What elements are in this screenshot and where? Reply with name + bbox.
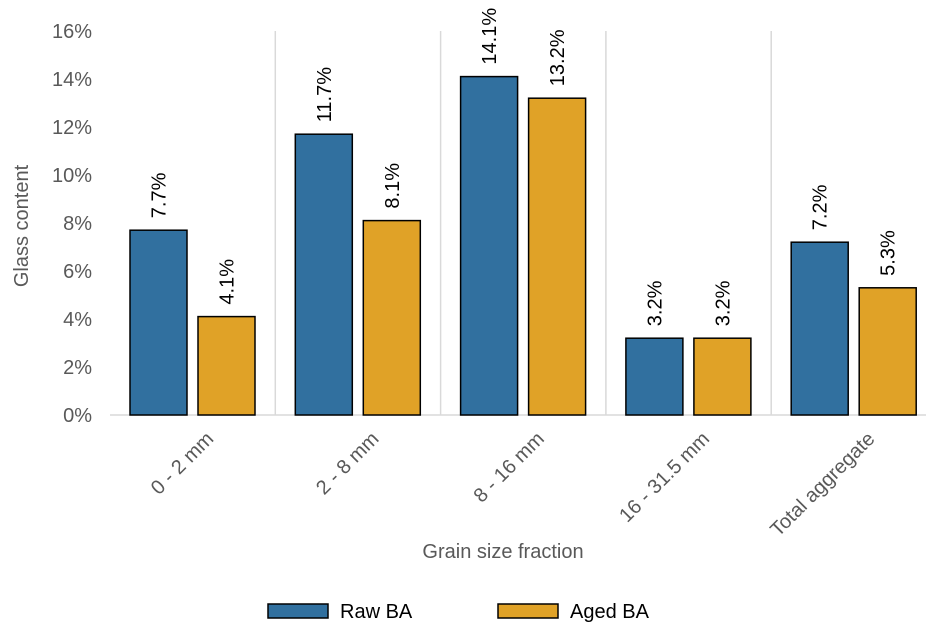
bar (527, 97, 587, 416)
y-tick-label: 12% (52, 117, 92, 139)
data-label: 3.2% (712, 280, 734, 326)
y-axis-ticks: 0% 2% 4% 6% 8% 10% 12% 14% 16% (52, 21, 92, 427)
x-tick-label: Total aggregate (766, 428, 879, 541)
bar (294, 133, 354, 416)
bar (858, 287, 917, 416)
data-label: 14.1% (479, 8, 501, 65)
y-axis-title: Glass content (11, 164, 33, 287)
category-separators (274, 31, 772, 415)
legend-swatch (497, 603, 559, 619)
bar (693, 337, 752, 416)
bar (362, 219, 422, 416)
x-axis-ticks: 0 - 2 mm 2 - 8 mm 8 - 16 mm 16 - 31.5 mm Tot… (147, 428, 880, 541)
bar (790, 241, 849, 416)
data-label: 8.1% (382, 163, 404, 209)
bar (459, 75, 519, 416)
data-labels: 7.7% 11.7% 14.1% 3.2% 7.2% 4.1% 8.1% 13.2% 3.2% 5… (149, 8, 900, 327)
x-tick-label: 8 - 16 mm (470, 428, 549, 507)
data-label: 4.1% (217, 259, 239, 305)
y-tick-label: 10% (52, 165, 92, 187)
data-label: 7.7% (149, 172, 171, 218)
data-label: 3.2% (644, 280, 666, 326)
bar (625, 337, 684, 416)
bar (129, 229, 188, 416)
y-tick-label: 14% (52, 69, 92, 91)
x-axis-title: Grain size fraction (422, 541, 583, 563)
legend-swatch (267, 603, 329, 619)
legend-label: Aged BA (570, 601, 650, 623)
bar-series (129, 75, 917, 416)
data-label: 13.2% (547, 29, 569, 86)
legend: Raw BA Aged BA (267, 601, 650, 623)
x-tick-label: 2 - 8 mm (312, 428, 383, 499)
legend-label: Raw BA (340, 601, 413, 623)
x-tick-label: 16 - 31.5 mm (615, 428, 714, 527)
y-tick-label: 0% (63, 405, 92, 427)
data-label: 7.2% (810, 184, 832, 230)
y-tick-label: 4% (63, 309, 92, 331)
data-label: 5.3% (878, 230, 900, 276)
y-tick-label: 16% (52, 21, 92, 43)
data-label: 11.7% (314, 67, 336, 122)
y-tick-label: 8% (63, 213, 92, 235)
y-tick-label: 2% (63, 357, 92, 379)
bar (197, 315, 256, 416)
x-tick-label: 0 - 2 mm (147, 428, 218, 499)
y-tick-label: 6% (63, 261, 92, 283)
